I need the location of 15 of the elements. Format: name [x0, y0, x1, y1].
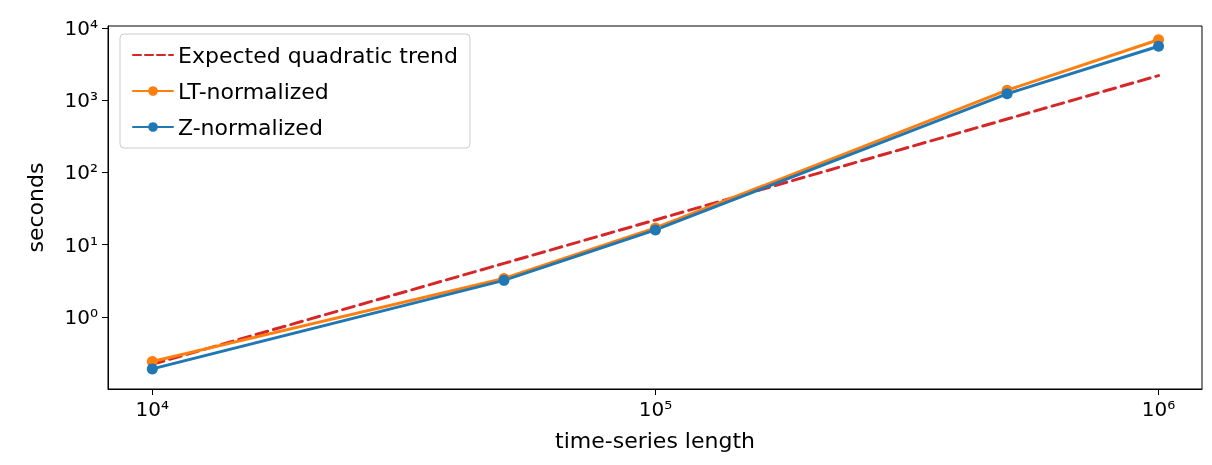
x-tick-label: 10⁶: [1141, 397, 1176, 421]
y-tick-label: 10⁴: [64, 16, 98, 41]
y-axis-title: seconds: [22, 162, 48, 253]
legend-label: Z-normalized: [178, 114, 323, 140]
y-tick-label: 10³: [64, 88, 98, 113]
x-axis-title: time-series length: [555, 427, 755, 453]
x-tick-label: 10⁵: [638, 397, 673, 421]
y-tick-label: 10¹: [64, 232, 98, 257]
legend-label: Expected quadratic trend: [178, 42, 458, 68]
y-tick-label: 10⁰: [64, 304, 98, 329]
x-tick-label: 10⁴: [135, 397, 170, 421]
point: [1153, 40, 1165, 52]
y-tick-label: 10²: [64, 160, 98, 185]
point: [146, 363, 158, 375]
legend-label: LT-normalized: [178, 78, 329, 104]
